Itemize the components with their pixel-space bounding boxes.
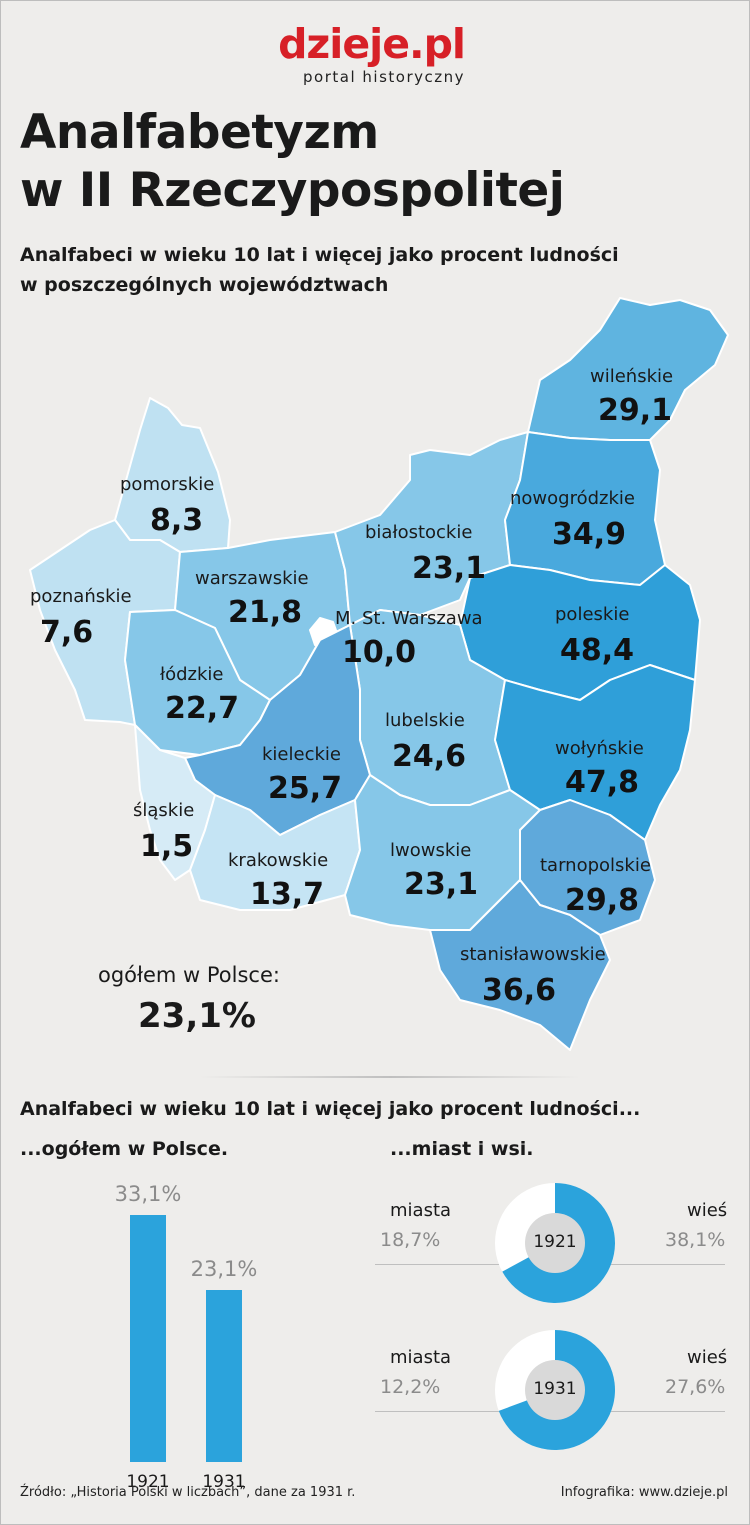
title-line-2: w II Rzeczypospolitej (20, 163, 565, 218)
region-value: 34,9 (552, 517, 627, 552)
region-label: nowogródzkie (510, 488, 635, 509)
region-value: 29,1 (598, 393, 673, 428)
bar-category-label: 1921 (126, 1472, 170, 1492)
region-label: pomorskie (120, 474, 215, 495)
page-subtitle: Analfabeci w wieku 10 lat i więcej jako … (20, 240, 619, 300)
bar-1931 (206, 1289, 242, 1462)
region-label: wołyńskie (555, 738, 644, 759)
donut-1931 (495, 1330, 615, 1450)
region-poznanskie[interactable] (29, 519, 181, 726)
region-value: 21,8 (228, 595, 303, 630)
section-left-title: ...ogółem w Polsce. (20, 1138, 229, 1160)
bar-value-label: 23,1% (190, 1256, 258, 1281)
donut-label-miasta: miasta (390, 1347, 452, 1368)
donut-center-label: 1931 (533, 1379, 577, 1399)
donut-value-wies: 27,6% (665, 1376, 726, 1398)
map-poland (29, 297, 729, 1051)
donut-1921 (495, 1183, 615, 1303)
region-value: 36,6 (482, 973, 557, 1008)
region-value: 29,8 (565, 883, 640, 918)
bar-value-label: 33,1% (114, 1182, 182, 1206)
subtitle-line-2: w poszczególnych województwach (20, 274, 389, 296)
region-value: 23,1 (404, 867, 479, 902)
region-label: poznańskie (30, 586, 132, 607)
region-value: 10,0 (342, 635, 417, 670)
donut-center (525, 1360, 585, 1420)
region-value: 48,4 (560, 633, 635, 668)
footer-source: Źródło: „Historia Polski w liczbach”, da… (20, 1485, 356, 1500)
section-divider (200, 1076, 580, 1078)
region-tarnopolskie[interactable] (519, 799, 656, 936)
region-label: lwowskie (390, 840, 472, 861)
region-label: kieleckie (262, 744, 341, 765)
region-value: 1,5 (140, 829, 194, 864)
region-label: poleskie (555, 604, 630, 625)
bar-1921 (130, 1215, 166, 1462)
region-value: 25,7 (268, 771, 343, 806)
page-title: Analfabetyzm w II Rzeczypospolitej (20, 104, 565, 220)
donut-center (525, 1213, 585, 1273)
brand-subtitle: portal historyczny (303, 68, 465, 86)
total-label: ogółem w Polsce: (98, 963, 280, 987)
donut-label-wies: wieś (687, 1200, 728, 1221)
section-right-title: ...miast i wsi. (390, 1138, 534, 1160)
region-label: lubelskie (385, 710, 465, 731)
subtitle-line-1: Analfabeci w wieku 10 lat i więcej jako … (20, 244, 619, 266)
region-stanislawowskie[interactable] (429, 879, 611, 1051)
region-value: 22,7 (165, 691, 240, 726)
region-label: białostockie (365, 522, 473, 543)
section-title: Analfabeci w wieku 10 lat i więcej jako … (20, 1098, 641, 1120)
title-line-1: Analfabetyzm (20, 105, 379, 160)
region-label: stanisławowskie (460, 944, 606, 965)
region-label: wileńskie (590, 366, 674, 387)
bar-category-label: 1931 (202, 1472, 246, 1492)
region-value: 7,6 (40, 615, 94, 650)
donut-value-wies: 38,1% (665, 1229, 726, 1251)
total-value: 23,1% (138, 996, 256, 1036)
region-value: 47,8 (565, 765, 640, 800)
donut-label-wies: wieś (687, 1347, 728, 1368)
footer-credit: Infografika: www.dzieje.pl (560, 1485, 728, 1500)
donut-center-label: 1921 (533, 1232, 577, 1252)
donut-value-miasta: 18,7% (380, 1229, 441, 1251)
region-label: łódzkie (160, 664, 224, 685)
region-value: 24,6 (392, 739, 467, 774)
donut-value-miasta: 12,2% (380, 1376, 441, 1398)
region-label: tarnopolskie (540, 855, 651, 876)
region-label: krakowskie (228, 850, 329, 871)
donut-label-miasta: miasta (390, 1200, 452, 1221)
region-label: warszawskie (195, 568, 309, 589)
region-value: 13,7 (250, 877, 325, 912)
region-label: M. St. Warszawa (335, 608, 483, 629)
region-value: 8,3 (150, 503, 204, 538)
brand-logo[interactable]: dzieje.pl portal historyczny (278, 20, 466, 86)
brand-name: dzieje.pl (278, 20, 466, 68)
region-value: 23,1 (412, 551, 487, 586)
region-label: śląskie (133, 800, 195, 821)
